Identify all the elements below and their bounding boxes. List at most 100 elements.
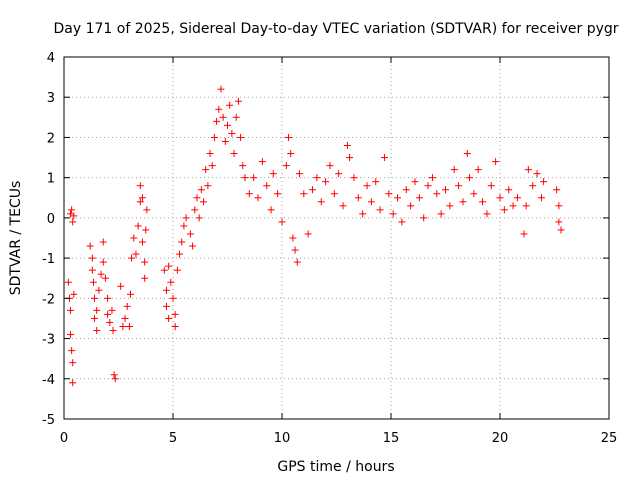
data-point	[189, 242, 197, 250]
data-point	[442, 186, 449, 194]
data-point	[219, 113, 227, 121]
data-point	[322, 178, 330, 186]
data-point	[99, 238, 107, 246]
data-point	[470, 190, 478, 198]
data-point	[132, 250, 140, 258]
data-point	[178, 238, 186, 246]
data-point	[385, 190, 393, 198]
data-point	[237, 133, 245, 141]
data-point	[479, 198, 487, 206]
data-point	[241, 174, 249, 182]
data-point	[258, 158, 266, 166]
data-point	[274, 190, 282, 198]
data-point	[142, 226, 150, 234]
data-point	[282, 162, 290, 170]
data-point	[415, 194, 423, 202]
data-point	[186, 230, 194, 238]
data-point	[169, 294, 177, 302]
data-point	[213, 117, 221, 125]
x-tick-label: 5	[169, 431, 177, 446]
data-point	[104, 294, 112, 302]
data-point	[402, 186, 410, 194]
data-point	[540, 178, 548, 186]
data-point	[553, 186, 561, 194]
data-point	[533, 170, 541, 178]
data-point	[70, 212, 78, 220]
data-point	[376, 206, 384, 214]
data-point	[138, 194, 146, 202]
data-point	[136, 182, 144, 190]
y-tick-labels: -5 -4 -3 -2 -1 0 1 2 3 4	[42, 51, 55, 428]
data-point	[424, 182, 432, 190]
data-point	[210, 133, 218, 141]
data-point	[446, 202, 454, 210]
data-point	[110, 371, 118, 379]
data-point	[350, 174, 358, 182]
data-point	[269, 170, 277, 178]
data-point	[226, 101, 234, 109]
data-point	[117, 282, 125, 290]
data-point	[295, 170, 303, 178]
data-point	[88, 254, 96, 262]
data-point	[455, 182, 463, 190]
data-point	[69, 359, 77, 367]
data-point	[123, 302, 131, 310]
chart-title: Day 171 of 2025, Sidereal Day-to-day VTE…	[53, 21, 618, 37]
y-tick-label: -2	[42, 292, 55, 307]
data-point	[359, 210, 367, 218]
data-point	[95, 286, 103, 294]
data-point	[217, 85, 225, 93]
data-point	[474, 166, 482, 174]
data-point	[193, 194, 201, 202]
data-point	[433, 190, 441, 198]
data-point	[67, 331, 75, 339]
data-point	[537, 194, 545, 202]
data-point	[513, 194, 521, 202]
data-point	[407, 202, 415, 210]
x-tick-label: 20	[492, 431, 509, 446]
data-point	[291, 246, 299, 254]
data-point	[91, 314, 99, 322]
data-point	[143, 206, 151, 214]
data-point	[104, 310, 112, 318]
data-point	[285, 133, 293, 141]
data-point	[522, 202, 530, 210]
data-point	[167, 278, 175, 286]
data-point	[208, 162, 216, 170]
data-point	[67, 306, 75, 314]
data-point	[450, 166, 458, 174]
data-point	[162, 286, 170, 294]
y-tick-label: 1	[47, 172, 55, 187]
data-points	[64, 85, 565, 387]
data-point	[557, 226, 565, 234]
y-tick-label: -1	[42, 252, 55, 267]
data-point	[309, 186, 317, 194]
data-point	[420, 214, 428, 222]
y-axis-label: SDTVAR / TECUs	[8, 181, 24, 296]
y-tick-label: -5	[42, 413, 55, 428]
data-point	[197, 186, 205, 194]
data-point	[134, 222, 142, 230]
y-tick-label: -4	[42, 373, 55, 388]
data-point	[89, 278, 97, 286]
data-point	[293, 258, 301, 266]
data-point	[380, 154, 388, 162]
data-point	[108, 306, 116, 314]
data-point	[313, 174, 321, 182]
data-point	[68, 206, 76, 214]
data-point	[363, 182, 371, 190]
data-point	[160, 266, 168, 274]
data-point	[128, 254, 136, 262]
data-point	[224, 121, 231, 129]
data-point	[204, 182, 212, 190]
data-point	[86, 242, 94, 250]
data-point	[121, 314, 129, 322]
data-point	[182, 214, 190, 222]
data-point	[254, 194, 262, 202]
data-point	[180, 222, 188, 230]
data-point	[529, 182, 537, 190]
data-point	[176, 250, 184, 258]
data-point	[141, 258, 149, 266]
data-point	[109, 327, 117, 335]
data-point	[278, 218, 286, 226]
